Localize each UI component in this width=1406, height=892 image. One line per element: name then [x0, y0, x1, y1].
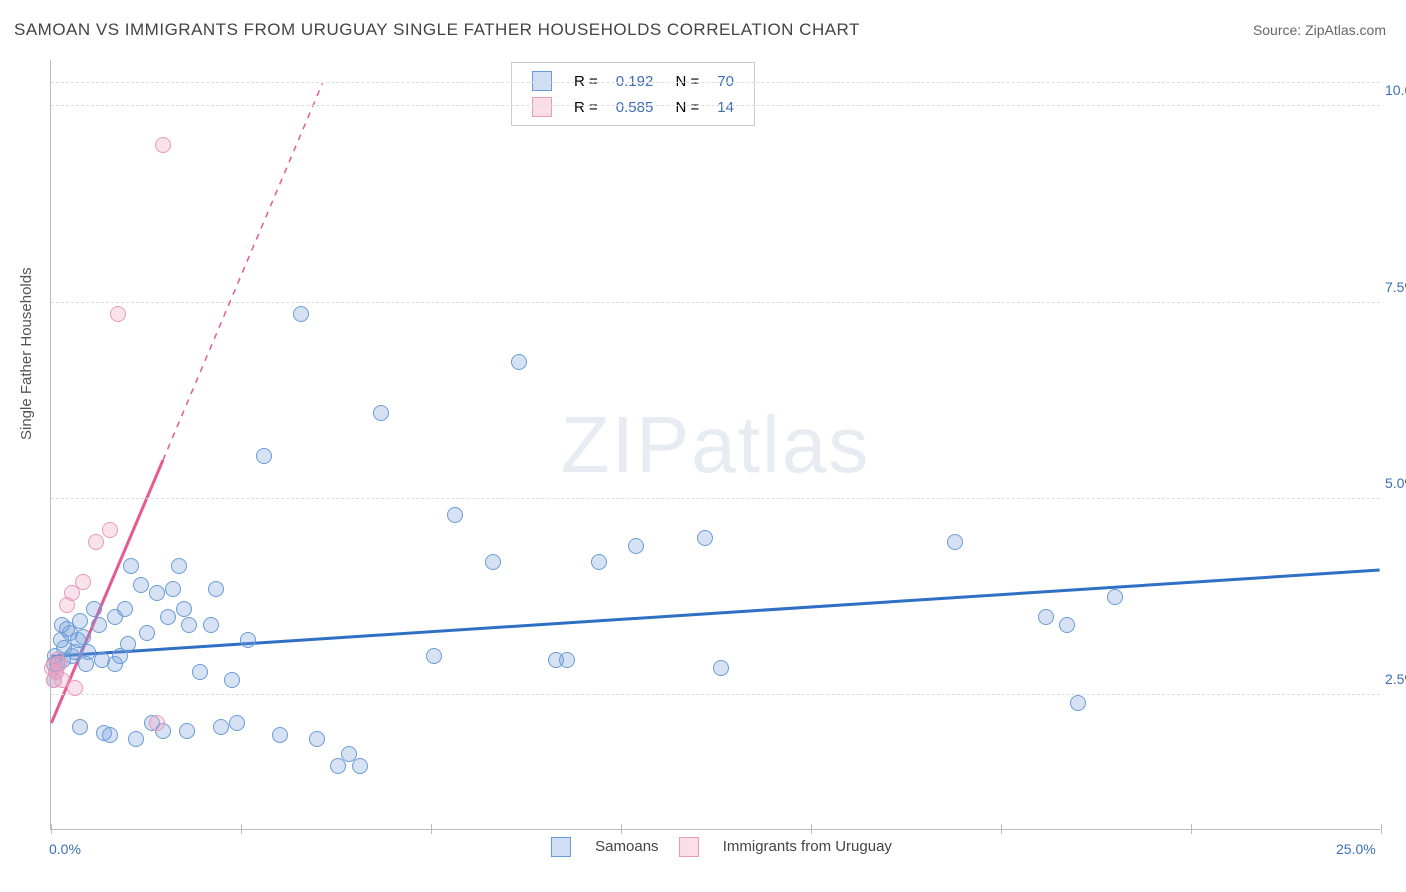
- data-point: [179, 723, 195, 739]
- regression-lines-layer: [51, 60, 1380, 829]
- data-point: [128, 731, 144, 747]
- data-point: [75, 629, 91, 645]
- data-point: [229, 715, 245, 731]
- data-point: [88, 534, 104, 550]
- y-tick-label: 7.5%: [1385, 279, 1406, 295]
- data-point: [160, 609, 176, 625]
- x-tick: [1001, 824, 1002, 834]
- data-point: [149, 585, 165, 601]
- data-point: [203, 617, 219, 633]
- data-point: [155, 137, 171, 153]
- x-tick: [241, 824, 242, 834]
- scatter-plot-area: ZIPatlas R = 0.192 N = 70R = 0.585 N = 1…: [50, 60, 1380, 830]
- data-point: [1070, 695, 1086, 711]
- source-prefix: Source:: [1253, 22, 1305, 38]
- x-tick: [1381, 824, 1382, 834]
- data-point: [1059, 617, 1075, 633]
- gridline: [51, 694, 1380, 695]
- correlation-legend: R = 0.192 N = 70R = 0.585 N = 14: [511, 62, 755, 126]
- series-legend: Samoans Immigrants from Uruguay: [551, 837, 912, 857]
- data-point: [559, 652, 575, 668]
- data-point: [102, 522, 118, 538]
- data-point: [110, 306, 126, 322]
- data-point: [591, 554, 607, 570]
- data-point: [171, 558, 187, 574]
- data-point: [1038, 609, 1054, 625]
- data-point: [51, 656, 67, 672]
- x-tick: [811, 824, 812, 834]
- x-tick: [621, 824, 622, 834]
- y-tick-label: 5.0%: [1385, 475, 1406, 491]
- data-point: [697, 530, 713, 546]
- legend-row: R = 0.585 N = 14: [524, 95, 742, 119]
- legend-item: Immigrants from Uruguay: [679, 838, 892, 855]
- data-point: [72, 613, 88, 629]
- source-label: Source: ZipAtlas.com: [1253, 22, 1386, 38]
- data-point: [133, 577, 149, 593]
- data-point: [352, 758, 368, 774]
- gridline: [51, 105, 1380, 106]
- data-point: [511, 354, 527, 370]
- data-point: [1107, 589, 1123, 605]
- chart-title: SAMOAN VS IMMIGRANTS FROM URUGUAY SINGLE…: [14, 20, 860, 40]
- x-tick: [1191, 824, 1192, 834]
- data-point: [447, 507, 463, 523]
- data-point: [426, 648, 442, 664]
- data-point: [293, 306, 309, 322]
- y-tick-label: 10.0%: [1385, 82, 1406, 98]
- data-point: [947, 534, 963, 550]
- x-tick: [51, 824, 52, 834]
- data-point: [75, 574, 91, 590]
- data-point: [149, 715, 165, 731]
- watermark: ZIPatlas: [561, 399, 870, 491]
- data-point: [139, 625, 155, 641]
- data-point: [272, 727, 288, 743]
- data-point: [123, 558, 139, 574]
- data-point: [176, 601, 192, 617]
- data-point: [224, 672, 240, 688]
- data-point: [192, 664, 208, 680]
- x-tick-label: 25.0%: [1336, 841, 1376, 857]
- source-site: ZipAtlas.com: [1305, 22, 1386, 38]
- data-point: [91, 617, 107, 633]
- data-point: [86, 601, 102, 617]
- data-point: [165, 581, 181, 597]
- data-point: [120, 636, 136, 652]
- data-point: [72, 719, 88, 735]
- legend-item: Samoans: [551, 838, 659, 855]
- data-point: [373, 405, 389, 421]
- data-point: [256, 448, 272, 464]
- gridline: [51, 498, 1380, 499]
- data-point: [485, 554, 501, 570]
- x-tick: [431, 824, 432, 834]
- data-point: [67, 680, 83, 696]
- data-point: [240, 632, 256, 648]
- data-point: [628, 538, 644, 554]
- gridline: [51, 82, 1380, 83]
- data-point: [208, 581, 224, 597]
- y-axis-label: Single Father Households: [18, 267, 35, 440]
- data-point: [102, 727, 118, 743]
- y-tick-label: 2.5%: [1385, 671, 1406, 687]
- data-point: [309, 731, 325, 747]
- gridline: [51, 302, 1380, 303]
- data-point: [213, 719, 229, 735]
- x-tick-label: 0.0%: [49, 841, 81, 857]
- data-point: [713, 660, 729, 676]
- data-point: [181, 617, 197, 633]
- data-point: [117, 601, 133, 617]
